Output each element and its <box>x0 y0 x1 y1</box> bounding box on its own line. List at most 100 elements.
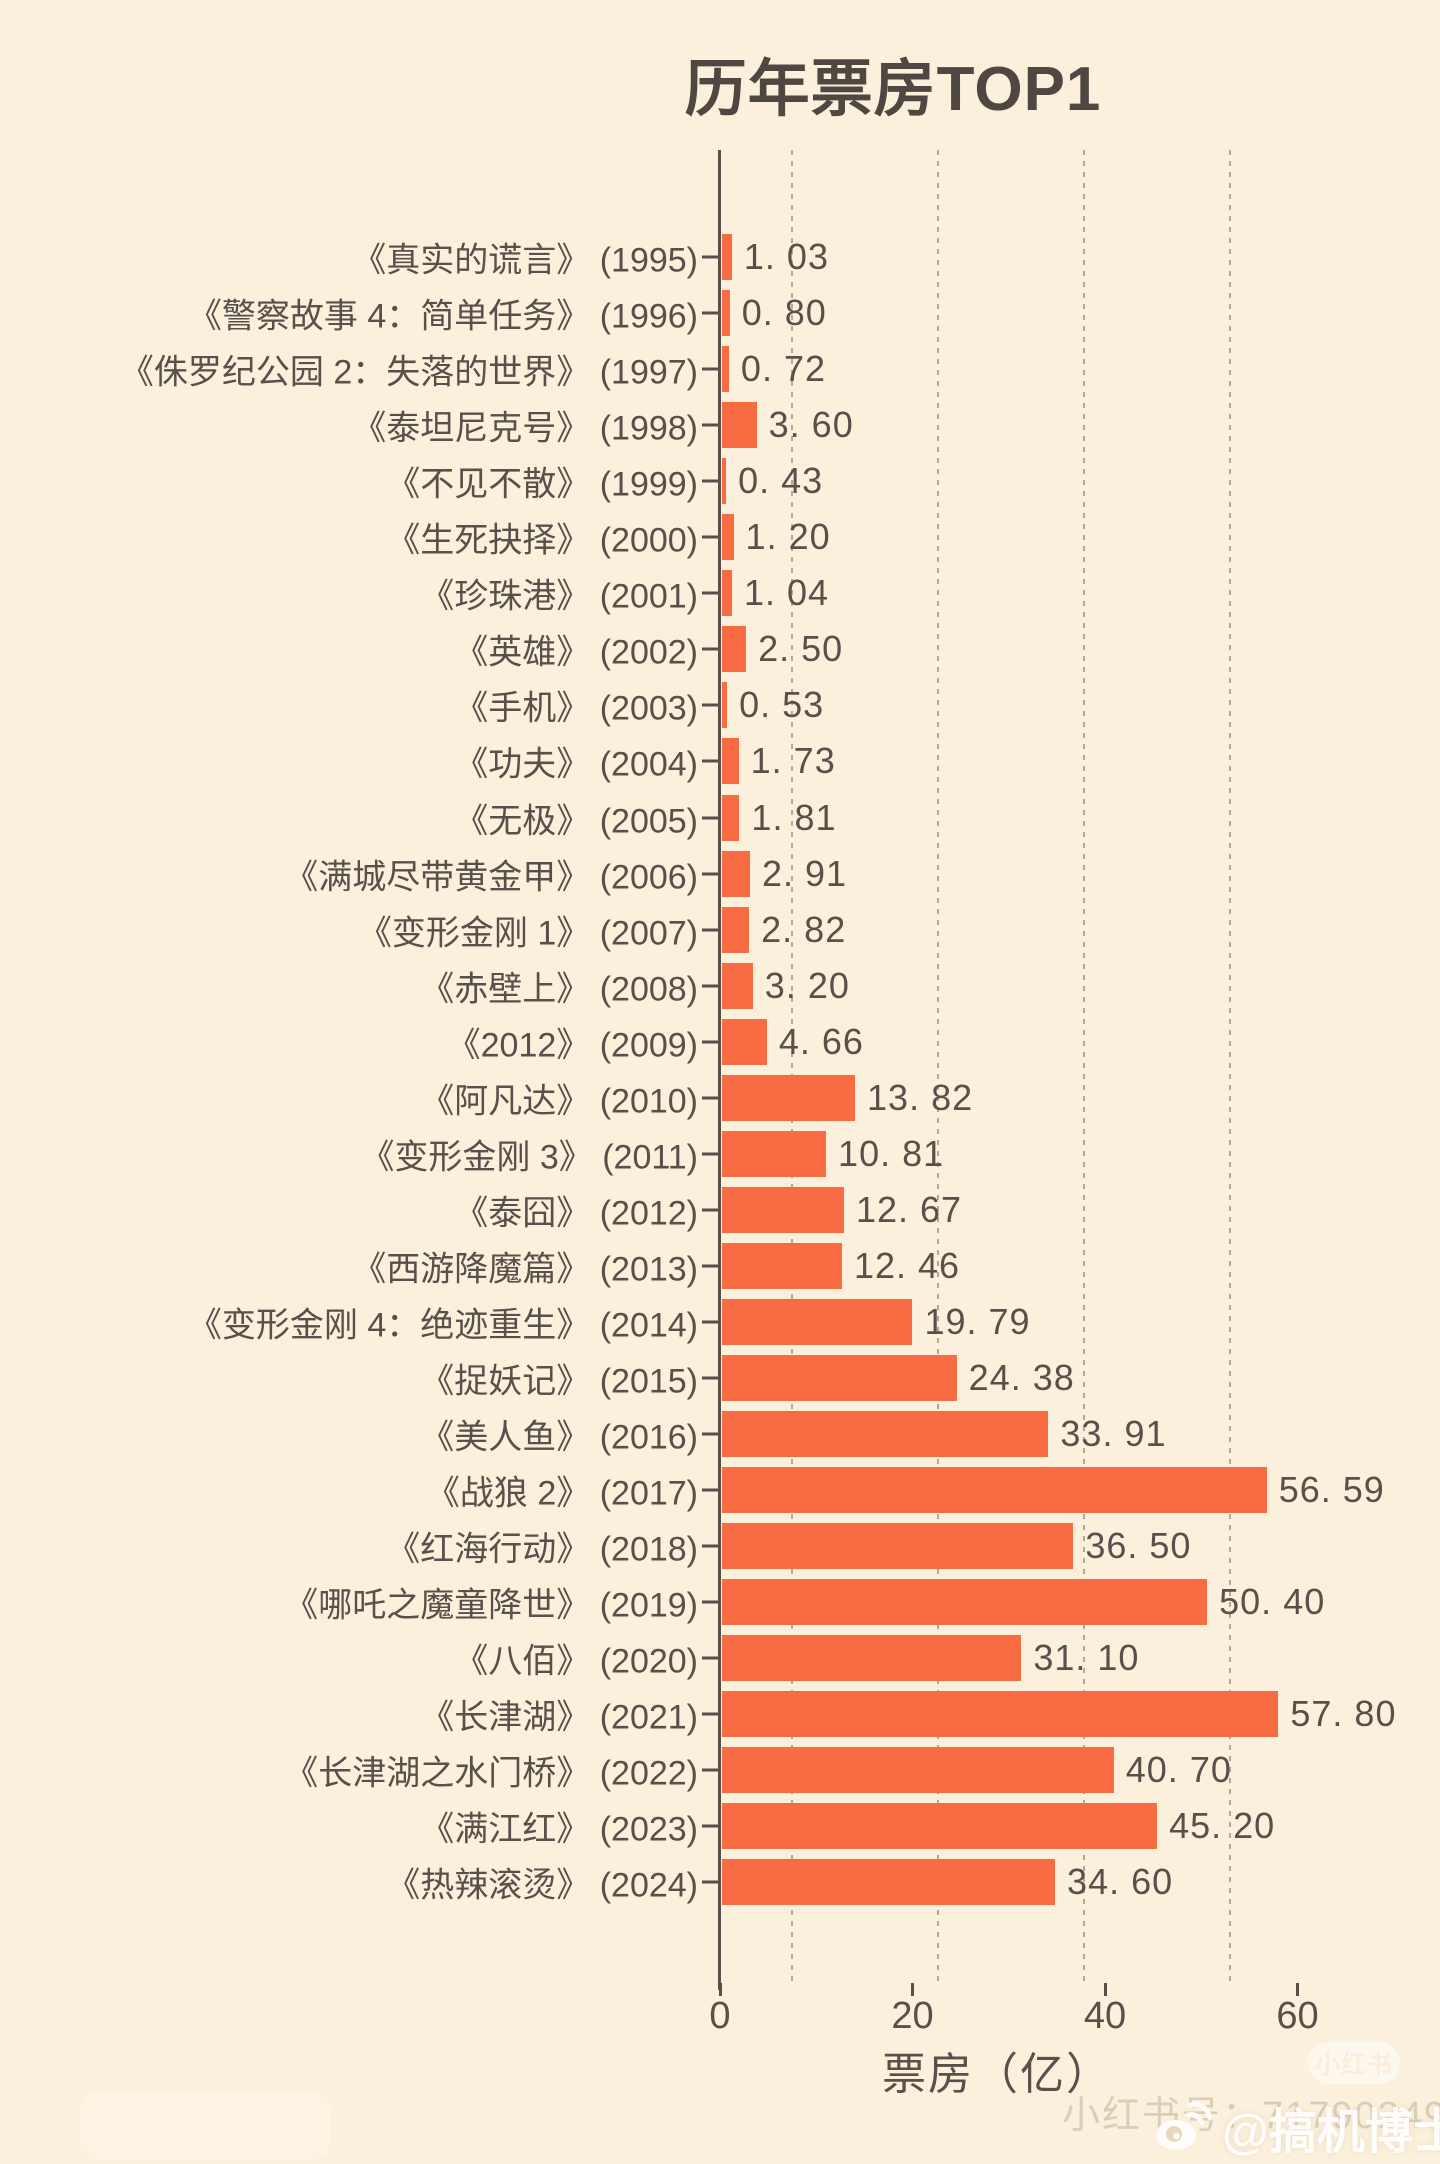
y-tick-label: 《阿凡达》 (2010) <box>420 1082 698 1121</box>
bar <box>722 1355 957 1401</box>
bar-value-label: 24. 38 <box>968 1357 1075 1398</box>
bar-value-label: 0. 80 <box>741 292 827 334</box>
bar-value-label: 1. 20 <box>745 516 831 558</box>
bar-row: 《泰坦尼克号》 (1998) 3. 60 <box>0 397 1440 453</box>
y-tick-mark <box>702 928 718 932</box>
bar <box>722 1242 842 1289</box>
bar-row: 《无极》 (2005) 1. 81 <box>0 790 1440 846</box>
y-tick-mark <box>702 1320 718 1324</box>
bar-value-label: 1. 81 <box>751 796 837 838</box>
bar <box>722 682 728 729</box>
y-tick-label: 《真实的谎言》 (1995) <box>352 241 698 280</box>
bar <box>722 850 750 897</box>
bar-value-label: 1. 73 <box>750 740 836 782</box>
gridline <box>936 150 939 1986</box>
bar <box>722 906 750 953</box>
y-axis-line <box>718 150 721 1990</box>
bar <box>722 1635 1022 1682</box>
bar-value-label: 2. 82 <box>761 908 847 950</box>
bar-row: 《红海行动》 (2018) 36. 50 <box>0 1518 1440 1574</box>
bar <box>722 1579 1208 1626</box>
y-tick-label: 《哪吒之魔童降世》 (2019) <box>284 1586 698 1625</box>
bar <box>722 1018 767 1065</box>
bar-row: 《战狼 2》 (2017) 56. 59 <box>0 1462 1440 1518</box>
bar-row: 《功夫》 (2004) 1. 73 <box>0 733 1440 789</box>
y-tick-mark <box>702 1096 718 1100</box>
y-tick-label: 《珍珠港》 (2001) <box>420 577 698 616</box>
bar-value-label: 3. 60 <box>768 404 854 446</box>
y-tick-label: 《八佰》 (2020) <box>454 1642 698 1681</box>
bar <box>722 1523 1074 1570</box>
y-tick-label: 《警察故事 4：简单任务》 (1996) <box>187 297 698 336</box>
bar-row: 《变形金刚 4：绝迹重生》 (2014) 19. 79 <box>0 1294 1440 1350</box>
y-tick-mark <box>702 591 718 595</box>
y-tick-mark <box>702 984 718 988</box>
bar-row: 《美人鱼》 (2016) 33. 91 <box>0 1406 1440 1462</box>
y-tick-mark <box>702 1824 718 1828</box>
bar-value-label: 56. 59 <box>1278 1469 1385 1511</box>
y-tick-label: 《生死抉择》 (2000) <box>386 521 698 560</box>
bar-value-label: 0. 53 <box>739 684 825 726</box>
y-tick-mark <box>702 703 718 707</box>
bar <box>722 514 734 561</box>
bar-value-label: 19. 79 <box>924 1300 1031 1342</box>
x-tick-mark <box>718 1983 722 1996</box>
bar-value-label: 50. 40 <box>1219 1581 1326 1623</box>
gridline <box>791 150 794 1986</box>
bar <box>722 1747 1114 1794</box>
bottom-left-highlight <box>80 2090 330 2160</box>
bar <box>722 290 730 337</box>
y-tick-label: 《侏罗纪公园 2：失落的世界》 (1997) <box>119 353 698 392</box>
bar-row: 《捉妖记》 (2015) 24. 38 <box>0 1350 1440 1406</box>
watermark-handle-text: @搞机博士 <box>1222 2106 1440 2159</box>
bar-row: 《手机》 (2003) 0. 53 <box>0 677 1440 733</box>
bar-value-label: 2. 91 <box>762 852 848 894</box>
bar-value-label: 31. 10 <box>1033 1637 1140 1679</box>
bar-row: 《长津湖之水门桥》 (2022) 40. 70 <box>0 1742 1440 1798</box>
y-tick-mark <box>702 1152 718 1156</box>
bar-value-label: 36. 50 <box>1085 1525 1192 1567</box>
y-tick-label: 《变形金刚 1》 (2007) <box>357 914 698 953</box>
bar-value-label: 1. 04 <box>744 572 830 614</box>
y-tick-label: 《不见不散》 (1999) <box>386 465 698 504</box>
x-tick-mark <box>911 1983 915 1996</box>
bar-row: 《警察故事 4：简单任务》 (1996) 0. 80 <box>0 285 1440 341</box>
bar-row: 《满城尽带黄金甲》 (2006) 2. 91 <box>0 846 1440 902</box>
y-tick-mark <box>702 535 718 539</box>
bar-value-label: 0. 72 <box>740 348 826 390</box>
y-tick-label: 《英雄》 (2002) <box>454 633 698 672</box>
y-tick-mark <box>702 1712 718 1716</box>
bar-value-label: 1. 03 <box>743 236 829 277</box>
y-tick-label: 《战狼 2》 (2017) <box>425 1474 698 1513</box>
bar-row: 《八佰》 (2020) 31. 10 <box>0 1630 1440 1686</box>
bar <box>722 1298 913 1345</box>
bar-value-label: 12. 67 <box>855 1188 963 1230</box>
x-tick-label: 60 <box>1276 1995 1319 2037</box>
y-tick-label: 《变形金刚 4：绝迹重生》 (2014) <box>187 1306 698 1345</box>
bar-value-label: 2. 50 <box>758 628 844 670</box>
y-tick-mark <box>702 1488 718 1492</box>
y-tick-label: 《泰囧》 (2012) <box>454 1194 698 1233</box>
y-tick-mark <box>702 1544 718 1548</box>
bar-row: 《热辣滚烫》 (2024) 34. 60 <box>0 1854 1440 1910</box>
bar-value-label: 33. 91 <box>1060 1413 1167 1455</box>
bar-value-label: 57. 80 <box>1290 1693 1397 1735</box>
bar-value-label: 3. 20 <box>764 964 850 1006</box>
bar-value-label: 34. 60 <box>1067 1861 1174 1903</box>
y-tick-label: 《长津湖之水门桥》 (2022) <box>284 1754 698 1793</box>
bar-row: 《真实的谎言》 (1995) 1. 03 <box>0 229 1440 285</box>
y-tick-label: 《满江红》 (2023) <box>420 1810 698 1849</box>
bar-value-label: 10. 81 <box>838 1132 945 1174</box>
bar <box>722 346 729 393</box>
y-tick-mark <box>702 423 718 427</box>
bar <box>722 962 753 1009</box>
y-tick-mark <box>702 872 718 876</box>
y-tick-mark <box>702 255 718 259</box>
y-tick-label: 《满城尽带黄金甲》 (2006) <box>284 858 698 897</box>
x-tick-label: 40 <box>1083 1995 1127 2037</box>
bar <box>722 1074 856 1121</box>
watermark-account-id: 小红书号：7179024958 <box>1062 2095 1440 2137</box>
bar <box>722 570 732 617</box>
bar-row: 《侏罗纪公园 2：失落的世界》 (1997) 0. 72 <box>0 341 1440 397</box>
bar <box>722 1467 1267 1514</box>
